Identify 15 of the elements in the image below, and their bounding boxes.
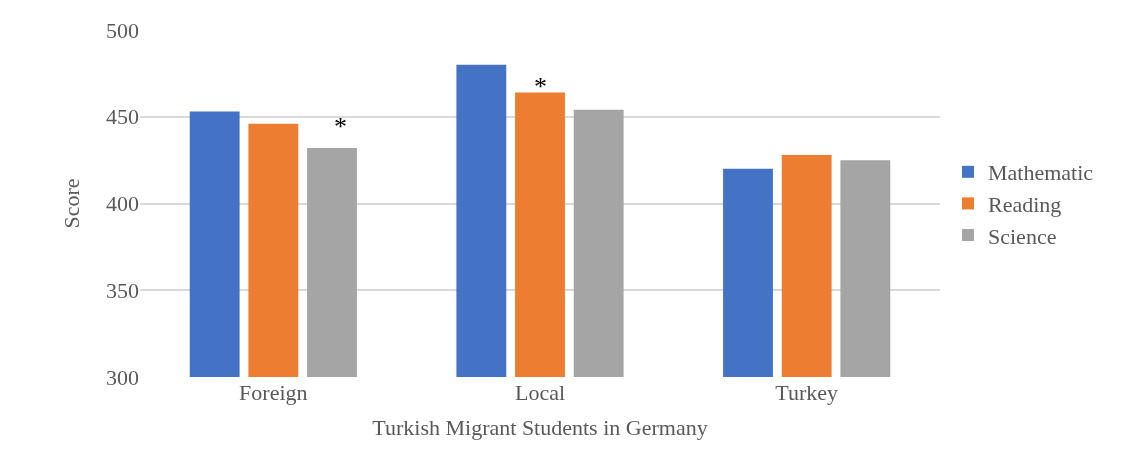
x-axis-title: Turkish Migrant Students in Germany — [372, 414, 708, 440]
annotation: * — [534, 72, 547, 101]
y-tick-label: 500 — [106, 17, 139, 43]
x-tick-label: Turkey — [775, 380, 839, 405]
legend-label: Reading — [988, 191, 1062, 217]
y-tick-label: 350 — [106, 277, 139, 303]
legend-label: Science — [988, 223, 1057, 249]
annotation: * — [334, 112, 347, 141]
y-tick-label: 450 — [106, 104, 139, 130]
legend-label: Mathematic — [988, 160, 1094, 186]
x-tick-label: Local — [514, 380, 566, 405]
x-tick-label: Foreign — [239, 380, 308, 405]
y-axis-title: Score — [58, 178, 84, 229]
y-tick-label: 300 — [106, 364, 139, 390]
y-tick-label: 400 — [106, 191, 139, 217]
